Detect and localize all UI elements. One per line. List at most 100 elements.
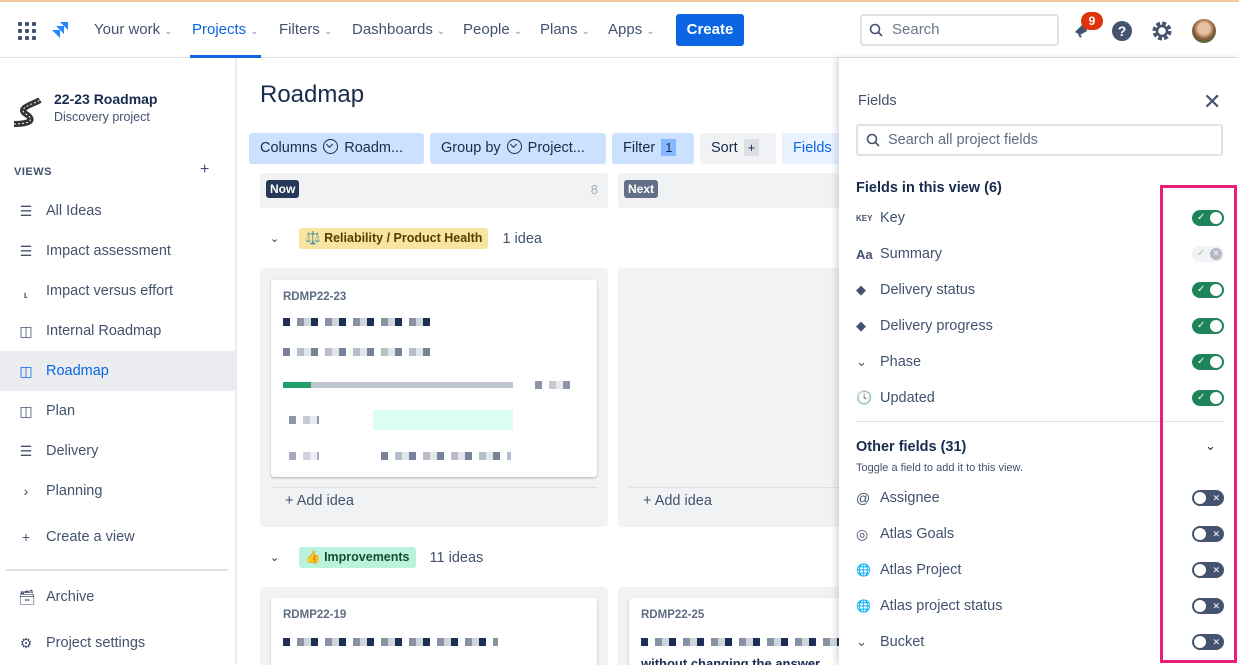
field-toggle[interactable] (1192, 634, 1224, 650)
field-toggle[interactable] (1192, 390, 1224, 406)
columns-label: Columns (260, 140, 318, 156)
field-toggle[interactable] (1192, 282, 1224, 298)
field-toggle[interactable] (1192, 526, 1224, 542)
sidebar-item-archive[interactable]: 🗃 Archive (0, 577, 235, 617)
nav-filters[interactable]: Filters ⌄ (279, 21, 332, 38)
field-toggle[interactable] (1192, 210, 1224, 226)
panel-divider (856, 421, 1224, 422)
matrix-icon: ⸤ (23, 282, 29, 299)
chevron-right-icon: › (23, 483, 29, 499)
sidebar-item-planning[interactable]: › Planning (0, 471, 235, 511)
group-count: 11 ideas (429, 549, 484, 566)
plus-icon: + (743, 139, 760, 156)
field-label: Assignee (880, 490, 940, 506)
field-label: Bucket (880, 634, 925, 650)
group-header-improvements[interactable]: ⌄ 👍 Improvements 11 ideas (270, 547, 484, 568)
fields-in-view-heading: Fields in this view (6) (856, 180, 1002, 196)
nav-people[interactable]: People ⌄ (463, 21, 522, 38)
field-row-bucket: ⌄ Bucket (856, 627, 1224, 657)
chevron-down-icon[interactable]: ⌄ (270, 233, 280, 245)
field-redacted (289, 416, 319, 424)
column-lozenge: Now (266, 180, 300, 198)
nav-apps[interactable]: Apps ⌄ (608, 21, 655, 38)
thumbs-up-icon: 👍 (305, 550, 321, 564)
list-icon: ☰ (19, 242, 33, 259)
sidebar-item-all-ideas[interactable]: ☰ All Ideas (0, 191, 235, 231)
sidebar-divider (6, 569, 228, 571)
idea-card[interactable]: RDMP22-25 without changing the answer (629, 598, 839, 665)
add-view-button[interactable]: + (200, 161, 210, 178)
field-label: Delivery status (880, 282, 976, 298)
chevron-circle-icon: ⌄ (856, 354, 867, 369)
chevron-down-icon: ⌄ (646, 26, 655, 37)
sidebar-item-impact-assessment[interactable]: ☰ Impact assessment (0, 231, 235, 271)
project-name[interactable]: 22-23 Roadmap (54, 91, 158, 107)
sidebar-item-roadmap[interactable]: ◫ Roadmap (0, 351, 235, 391)
field-label: Atlas Goals (880, 526, 955, 542)
field-toggle[interactable] (1192, 562, 1224, 578)
nav-dashboards[interactable]: Dashboards ⌄ (352, 21, 445, 38)
sidebar-item-impact-versus-effort[interactable]: ⸤ Impact versus effort (0, 271, 235, 311)
chevron-down-icon[interactable]: ⌄ (270, 552, 280, 564)
field-toggle[interactable] (1192, 246, 1224, 262)
add-idea-button[interactable]: + Add idea (643, 493, 712, 509)
field-label: Atlas project status (880, 598, 1003, 614)
card-key: RDMP22-25 (641, 609, 705, 621)
sidebar: 22-23 Roadmap Discovery project VIEWS + … (0, 58, 237, 665)
app-switcher-icon[interactable] (18, 22, 36, 40)
settings-icon[interactable] (1151, 20, 1173, 42)
fields-button[interactable]: Fields (782, 133, 839, 164)
sidebar-item-delivery[interactable]: ☰ Delivery (0, 431, 235, 471)
list-icon: ☰ (19, 442, 33, 459)
sort-button[interactable]: Sort + (700, 133, 776, 164)
chevron-down-icon[interactable]: ⌄ (1205, 438, 1216, 453)
field-toggle[interactable] (1192, 354, 1224, 370)
lane-now: RDMP22-23 + Add idea (260, 268, 608, 527)
filter-button[interactable]: Filter 1 (612, 133, 694, 164)
sidebar-item-label: Impact versus effort (46, 283, 174, 299)
field-toggle[interactable] (1192, 598, 1224, 614)
search-icon (866, 133, 880, 147)
card-summary-redacted (283, 318, 433, 326)
help-icon[interactable]: ? (1111, 20, 1133, 42)
group-by-button[interactable]: Group by Project... (430, 133, 606, 164)
field-toggle[interactable] (1192, 490, 1224, 506)
group-header-reliability[interactable]: ⌄ ⚖️ Reliability / Product Health 1 idea (270, 228, 542, 249)
avatar[interactable] (1192, 19, 1216, 43)
sidebar-item-project-settings[interactable]: ⚙ Project settings (0, 623, 235, 663)
create-button[interactable]: Create (676, 14, 744, 46)
group-label: Reliability / Product Health (324, 231, 483, 245)
nav-your-work[interactable]: Your work ⌄ (94, 21, 173, 38)
gear-icon: ⚙ (19, 634, 33, 651)
top-nav: Your work ⌄ Projects ⌄ Filters ⌄ Dashboards… (0, 2, 1239, 58)
globe-icon: 🌐 (856, 599, 871, 613)
active-nav-indicator (190, 55, 261, 58)
idea-card[interactable]: RDMP22-23 (271, 280, 597, 477)
clock-icon: 🕓 (856, 390, 873, 405)
board-icon: ◫ (19, 322, 33, 339)
close-icon[interactable]: ✕ (1203, 89, 1222, 114)
chevron-circle-icon (323, 139, 339, 154)
field-label: Key (880, 210, 905, 226)
jira-diamond-icon: ◆ (856, 318, 866, 333)
sidebar-item-plan[interactable]: ◫ Plan (0, 391, 235, 431)
field-toggle[interactable] (1192, 318, 1224, 334)
sidebar-item-label: Plan (46, 403, 76, 419)
idea-card[interactable]: RDMP22-19 (271, 598, 597, 665)
field-label: Updated (880, 390, 935, 406)
columns-button[interactable]: Columns Roadm... (249, 133, 424, 164)
sidebar-item-label: Archive (46, 589, 95, 605)
search-input[interactable]: Search (860, 14, 1059, 46)
create-view-button[interactable]: + Create a view (0, 517, 235, 557)
column-count: 8 (590, 182, 598, 197)
chevron-down-icon: ⌄ (513, 26, 523, 37)
nav-projects[interactable]: Projects ⌄ (192, 21, 259, 38)
add-idea-button[interactable]: + Add idea (285, 493, 354, 509)
jira-logo-icon[interactable] (50, 20, 70, 40)
field-search-input[interactable]: Search all project fields (856, 124, 1223, 156)
field-row-delivery-status: ◆ Delivery status (856, 275, 1224, 305)
delivery-progress-bar (283, 382, 513, 388)
nav-plans[interactable]: Plans ⌄ (540, 21, 590, 38)
sidebar-item-internal-roadmap[interactable]: ◫ Internal Roadmap (0, 311, 235, 351)
nav-label: Plans (540, 21, 578, 38)
